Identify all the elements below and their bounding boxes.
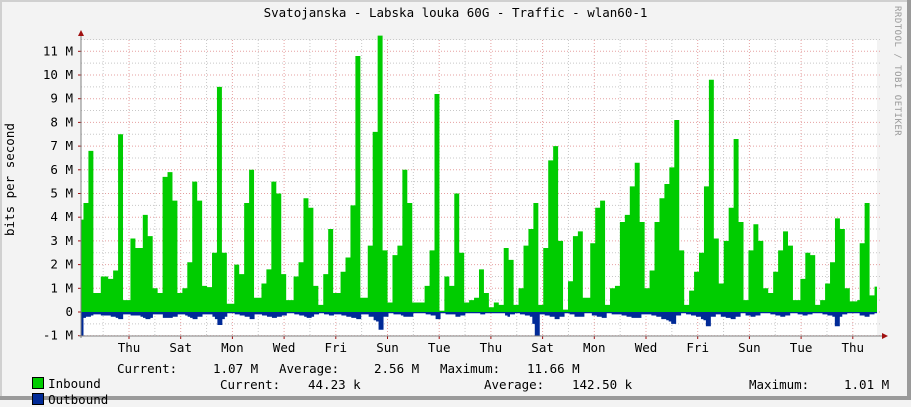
x-tick-label: Wed bbox=[273, 340, 296, 355]
outbound-current-value: 44.23 k bbox=[308, 377, 361, 392]
outbound-swatch-icon bbox=[32, 393, 45, 405]
inbound-label: Inbound bbox=[48, 376, 101, 391]
y-tick-label: -1 M bbox=[43, 328, 73, 343]
x-tick-label: Mon bbox=[221, 340, 244, 355]
x-tick-label: Mon bbox=[583, 340, 606, 355]
inbound-current-value: 1.07 M bbox=[213, 361, 259, 376]
x-tick-label: Sat bbox=[169, 340, 192, 355]
inbound-maximum-label: Maximum: bbox=[440, 361, 501, 376]
outbound-maximum-label: Maximum: bbox=[749, 377, 810, 392]
frame-left-edge bbox=[0, 0, 2, 400]
outbound-average-value: 142.50 k bbox=[572, 377, 633, 392]
y-tick-label: 8 M bbox=[50, 114, 73, 129]
y-tick-label: 11 M bbox=[43, 43, 73, 58]
y-axis-ticks: -1 M 0 1 M 2 M 3 M 4 M 5 M 6 M 7 M 8 M 9 M 10 M 11 M bbox=[43, 43, 81, 343]
x-tick-label: Thu bbox=[842, 340, 865, 355]
rrdtool-watermark: RRDTOOL / TOBI OETIKER bbox=[892, 6, 902, 137]
x-axis-ticks: Thu Sat Mon Wed Fri Sun Tue Thu Sat Mon Wed Fri Sun T… bbox=[118, 336, 864, 355]
inbound-swatch-icon bbox=[32, 377, 45, 389]
legend-inbound: Inbound bbox=[17, 361, 101, 391]
x-tick-label: Thu bbox=[118, 340, 141, 355]
outbound-average-label: Average: bbox=[484, 377, 545, 392]
inbound-current-label: Current: bbox=[117, 361, 178, 376]
inbound-average-value: 2.56 M bbox=[374, 361, 420, 376]
outbound-current-label: Current: bbox=[220, 377, 281, 392]
x-tick-label: Fri bbox=[325, 340, 348, 355]
x-tick-label: Sun bbox=[738, 340, 761, 355]
y-tick-label: 1 M bbox=[50, 280, 73, 295]
x-tick-label: Tue bbox=[790, 340, 813, 355]
x-tick-label: Sat bbox=[531, 340, 554, 355]
y-axis-arrow-icon bbox=[78, 30, 84, 36]
x-tick-label: Wed bbox=[635, 340, 658, 355]
y-tick-label: 2 M bbox=[50, 257, 73, 272]
x-tick-label: Tue bbox=[428, 340, 451, 355]
x-axis-arrow-icon bbox=[882, 333, 888, 339]
x-tick-label: Thu bbox=[480, 340, 503, 355]
y-tick-label: 3 M bbox=[50, 233, 73, 248]
inbound-maximum-value: 11.66 M bbox=[527, 361, 580, 376]
frame-top-edge bbox=[0, 0, 911, 2]
legend-outbound: Outbound bbox=[17, 377, 108, 407]
outbound-maximum-value: 1.01 M bbox=[844, 377, 890, 392]
x-tick-label: Sun bbox=[376, 340, 399, 355]
y-tick-label: 10 M bbox=[43, 67, 73, 82]
y-tick-label: 9 M bbox=[50, 91, 73, 106]
y-tick-label: 5 M bbox=[50, 186, 73, 201]
x-tick-label: Fri bbox=[686, 340, 709, 355]
y-tick-label: 7 M bbox=[50, 138, 73, 153]
y-tick-label: 0 bbox=[65, 304, 73, 319]
inbound-area bbox=[81, 35, 877, 312]
inbound-average-label: Average: bbox=[279, 361, 340, 376]
y-tick-label: 4 M bbox=[50, 209, 73, 224]
graph-title: Svatojanska - Labska louka 60G - Traffic… bbox=[263, 5, 648, 20]
y-tick-label: 6 M bbox=[50, 162, 73, 177]
